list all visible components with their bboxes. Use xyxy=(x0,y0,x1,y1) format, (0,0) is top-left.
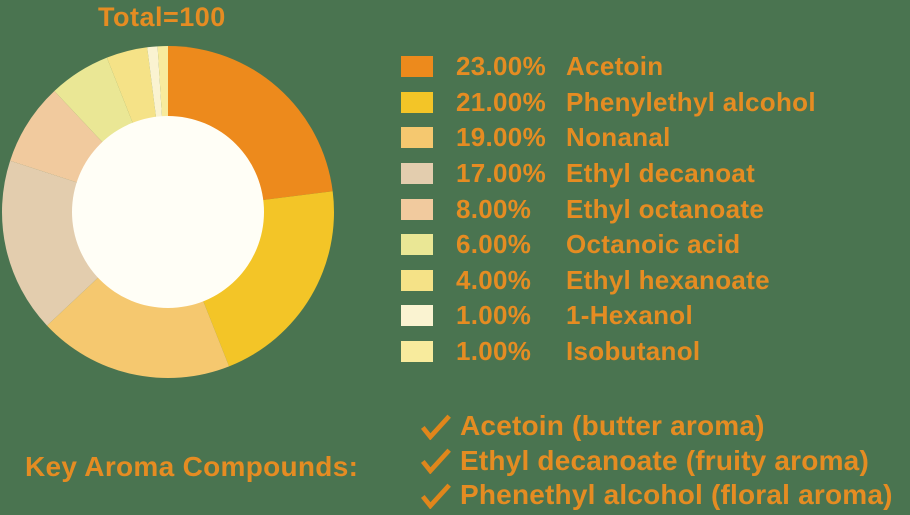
legend-swatch-ethyl-decanoat xyxy=(401,163,433,185)
legend-percent: 6.00% xyxy=(456,229,532,260)
legend-label: Nonanal xyxy=(566,122,671,153)
legend-label: Phenylethyl alcohol xyxy=(566,86,816,117)
chart-title: Total=100 xyxy=(98,2,226,32)
legend-row-nonanal: 19.00% Nonanal xyxy=(401,120,816,156)
legend-percent: 8.00% xyxy=(456,193,532,224)
legend-row-ethyl-hexanoate: 4.00% Ethyl hexanoate xyxy=(401,263,816,299)
legend-row-acetoin: 23.00% Acetoin xyxy=(401,49,816,85)
legend-row-phenylethyl-alcohol: 21.00% Phenylethyl alcohol xyxy=(401,85,816,121)
legend: 23.00% Acetoin 21.00% Phenylethyl alcohol 19… xyxy=(401,49,816,369)
legend-label: Octanoic acid xyxy=(566,229,741,260)
legend-label: Ethyl hexanoate xyxy=(566,264,770,295)
legend-percent: 23.00% xyxy=(456,51,546,82)
key-aroma-item-phenethyl-alcohol-floral-aroma: Phenethyl alcohol (floral aroma) xyxy=(420,478,893,513)
legend-label: Ethyl decanoat xyxy=(566,158,756,189)
key-aroma-item-text: Phenethyl alcohol (floral aroma) xyxy=(460,479,893,511)
legend-swatch-1-hexanol xyxy=(401,305,433,327)
legend-row-ethyl-octanoate: 8.00% Ethyl octanoate xyxy=(401,191,816,227)
donut-chart-svg xyxy=(1,46,334,378)
legend-label: Acetoin xyxy=(566,51,664,82)
legend-row-isobutanol: 1.00% Isobutanol xyxy=(401,334,816,370)
key-aroma-list: Acetoin (butter aroma) Ethyl decanoate (f… xyxy=(420,409,893,513)
legend-percent: 17.00% xyxy=(456,158,546,189)
key-aroma-item-acetoin-butter-aroma: Acetoin (butter aroma) xyxy=(420,409,893,444)
legend-label: 1-Hexanol xyxy=(566,300,693,331)
key-aroma-item-ethyl-decanoate-fruity-aroma: Ethyl decanoate (fruity aroma) xyxy=(420,444,893,479)
legend-percent: 4.00% xyxy=(456,264,532,295)
legend-swatch-phenylethyl-alcohol xyxy=(401,91,433,113)
legend-percent: 19.00% xyxy=(456,122,546,153)
legend-row-1-hexanol: 1.00% 1-Hexanol xyxy=(401,298,816,334)
legend-row-ethyl-decanoat: 17.00% Ethyl decanoat xyxy=(401,156,816,192)
checkmark-icon xyxy=(420,414,451,440)
legend-swatch-isobutanol xyxy=(401,341,433,363)
legend-swatch-octanoic-acid xyxy=(401,234,433,256)
donut-chart xyxy=(0,40,340,385)
key-aroma-compounds-label: Key Aroma Compounds: xyxy=(25,451,359,482)
legend-swatch-ethyl-octanoate xyxy=(401,198,433,220)
key-aroma-item-text: Ethyl decanoate (fruity aroma) xyxy=(460,444,869,476)
legend-label: Ethyl octanoate xyxy=(566,193,765,224)
checkmark-icon xyxy=(420,448,451,475)
donut-hole xyxy=(72,116,264,308)
legend-label: Isobutanol xyxy=(566,336,701,367)
legend-percent: 1.00% xyxy=(456,300,532,331)
legend-swatch-acetoin xyxy=(401,56,433,78)
legend-row-octanoic-acid: 6.00% Octanoic acid xyxy=(401,227,816,263)
legend-percent: 21.00% xyxy=(456,86,546,117)
key-aroma-item-text: Acetoin (butter aroma) xyxy=(460,410,765,442)
checkmark-icon xyxy=(420,483,451,509)
legend-percent: 1.00% xyxy=(456,336,532,367)
legend-swatch-nonanal xyxy=(401,127,433,149)
legend-swatch-ethyl-hexanoate xyxy=(401,269,433,291)
